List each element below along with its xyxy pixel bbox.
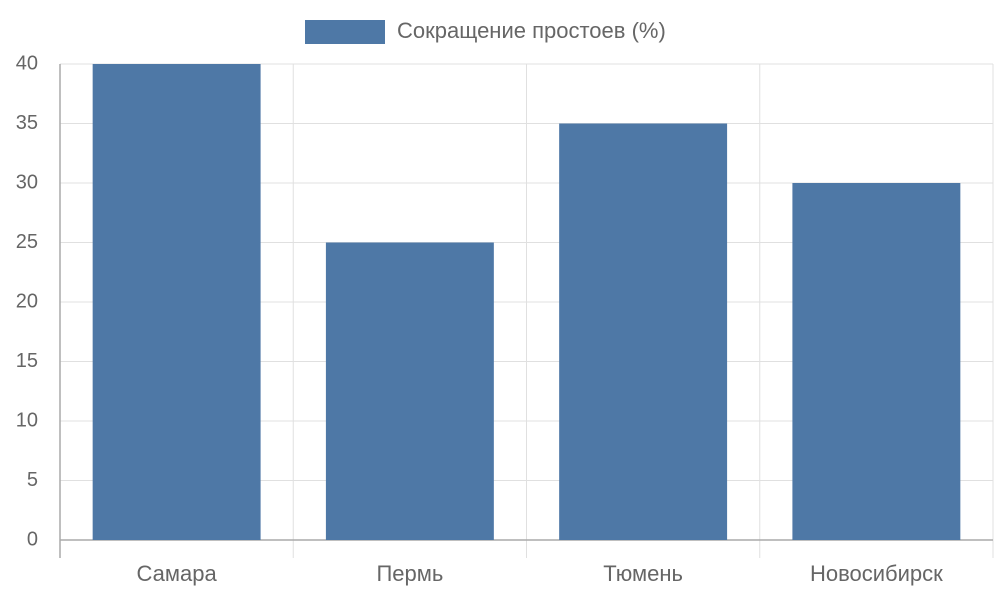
legend-swatch bbox=[305, 20, 385, 44]
bar bbox=[559, 123, 728, 540]
y-tick-label: 10 bbox=[16, 409, 38, 431]
y-tick-label: 25 bbox=[16, 231, 38, 253]
x-tick-label: Пермь bbox=[376, 561, 443, 586]
y-tick-label: 30 bbox=[16, 171, 38, 193]
y-tick-label: 20 bbox=[16, 290, 38, 312]
bar bbox=[325, 242, 494, 540]
legend-label: Сокращение простоев (%) bbox=[397, 18, 666, 43]
y-tick-label: 5 bbox=[27, 469, 38, 491]
bar bbox=[92, 64, 261, 540]
y-tick-label: 40 bbox=[16, 52, 38, 74]
x-tick-label: Самара bbox=[137, 561, 218, 586]
bar bbox=[792, 183, 961, 540]
x-tick-label: Тюмень bbox=[603, 561, 683, 586]
y-tick-label: 0 bbox=[27, 528, 38, 550]
x-tick-label: Новосибирск bbox=[810, 561, 943, 586]
y-tick-label: 15 bbox=[16, 350, 38, 372]
y-tick-label: 35 bbox=[16, 112, 38, 134]
